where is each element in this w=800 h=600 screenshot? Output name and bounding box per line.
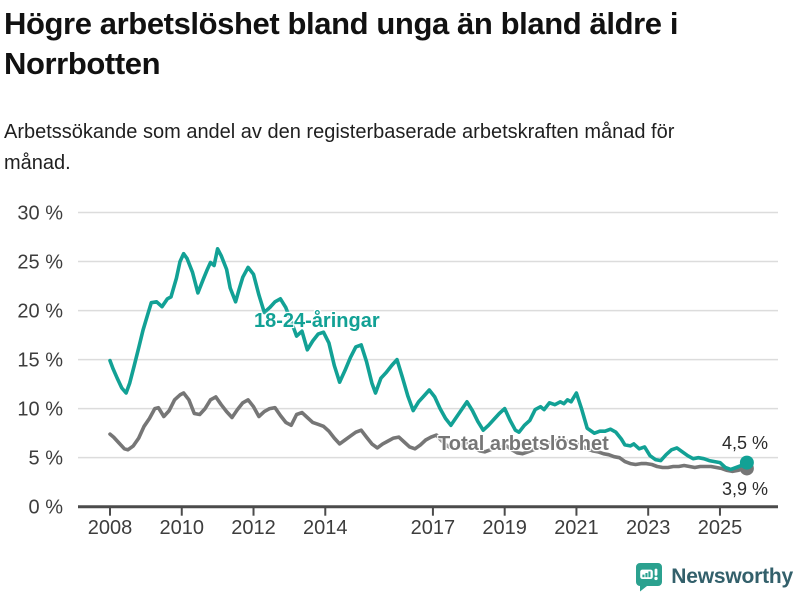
x-tick-label: 2010 [160,517,205,539]
logo-exclamation-dot [654,576,658,581]
x-tick-label: 2023 [626,517,671,539]
x-tick-label: 2025 [698,517,743,539]
x-tick-label: 2017 [411,517,456,539]
x-tick-label: 2019 [482,517,527,539]
page-title: Högre arbetslöshet bland unga än bland ä… [4,6,679,81]
chart-subtitle: Arbetssökande som andel av den registerb… [4,121,675,174]
x-tick-label: 2012 [231,517,276,539]
logo-exclamation-bar [654,568,658,576]
logo-bar-3 [648,571,651,578]
newsworthy-wordmark: Newsworthy [671,564,793,588]
y-tick-label: 5 % [29,448,64,470]
y-tick-label: 0 % [29,497,64,519]
x-tick-label: 2021 [554,517,599,539]
newsworthy-logo: Newsworthy [634,561,793,592]
series-label-young: 18-24-åringar [254,310,380,332]
series-line-total-arbetslöshet [108,391,749,474]
y-tick-label: 25 % [17,252,63,274]
y-tick-label: 15 % [17,350,63,372]
x-tick-label: 2014 [303,517,348,539]
series-line-18-24-åringar [108,247,749,472]
series-end-dot [739,455,754,470]
y-tick-label: 10 % [17,399,63,421]
y-tick-label: 20 % [17,301,63,323]
y-tick-label: 30 % [17,203,63,225]
end-value-total: 3,9 % [722,479,769,499]
logo-bar-1 [642,574,645,578]
end-value-young: 4,5 % [722,433,769,453]
logo-bar-2 [645,573,648,578]
bar-chart-speech-bubble-icon [636,563,663,592]
x-tick-label: 2008 [88,517,133,539]
series-label-total: Total arbetslöshet [438,433,609,455]
